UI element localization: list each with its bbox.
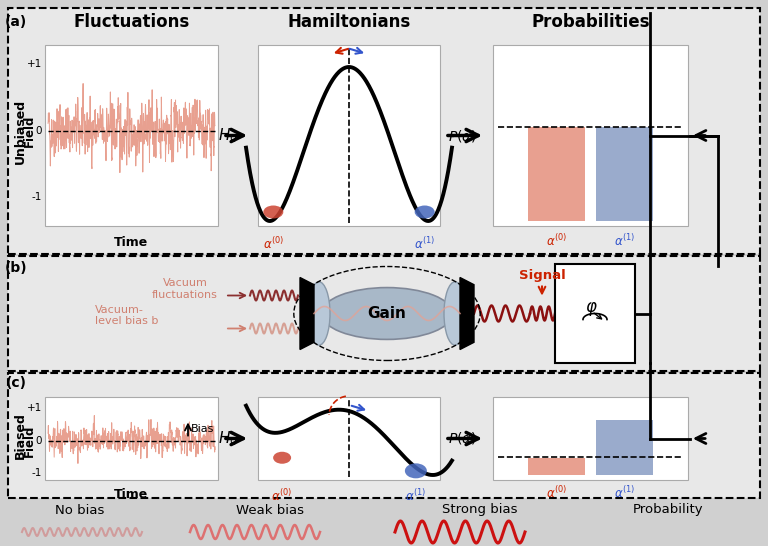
Text: Vacuum-
level bias b: Vacuum- level bias b: [95, 305, 158, 327]
Bar: [528, 127, 584, 221]
Text: Vacuum
fluctuations: Vacuum fluctuations: [152, 278, 218, 300]
Text: Probabilities: Probabilities: [531, 13, 650, 31]
Polygon shape: [460, 277, 474, 349]
Ellipse shape: [273, 452, 291, 464]
Bar: [528, 458, 584, 475]
Bar: [555, 264, 635, 363]
Text: -1: -1: [31, 192, 42, 202]
Text: No bias: No bias: [55, 503, 104, 517]
Bar: [45, 397, 218, 480]
Text: $\alpha^{(0)}$: $\alpha^{(0)}$: [546, 485, 567, 501]
Ellipse shape: [321, 288, 452, 340]
Text: $\alpha^{(0)}$: $\alpha^{(0)}$: [546, 233, 567, 249]
Text: Gain: Gain: [368, 306, 406, 321]
Bar: [45, 45, 218, 226]
Text: Biased: Biased: [14, 412, 27, 459]
Text: Field: Field: [22, 424, 35, 456]
Text: +1: +1: [27, 403, 42, 413]
Text: $\alpha^{(1)}$: $\alpha^{(1)}$: [614, 233, 635, 249]
Ellipse shape: [444, 282, 466, 345]
Bar: [493, 397, 688, 480]
Text: Probability: Probability: [633, 503, 703, 517]
Text: $H_0$: $H_0$: [218, 126, 238, 145]
Bar: [596, 127, 653, 221]
Polygon shape: [300, 277, 314, 349]
Text: $\alpha^{(1)}$: $\alpha^{(1)}$: [406, 488, 426, 504]
Text: Unbiased: Unbiased: [14, 98, 27, 164]
Bar: [596, 419, 653, 475]
Text: Field: Field: [22, 114, 35, 147]
Text: Weak bias: Weak bias: [236, 503, 304, 517]
Text: Strong bias: Strong bias: [442, 503, 518, 517]
Text: Time: Time: [114, 236, 149, 249]
Text: $H_0$: $H_0$: [218, 429, 238, 448]
Text: $\alpha^{(1)}$: $\alpha^{(1)}$: [614, 485, 635, 501]
Bar: [8, 373, 760, 498]
Text: Bias: Bias: [191, 424, 214, 434]
Ellipse shape: [263, 205, 283, 218]
Bar: [258, 397, 440, 480]
Text: Fluctuations: Fluctuations: [74, 13, 190, 31]
Text: 0: 0: [35, 436, 42, 446]
Text: Signal: Signal: [518, 269, 565, 282]
Bar: [8, 8, 760, 254]
Ellipse shape: [415, 205, 435, 218]
Bar: [493, 45, 688, 226]
Text: $\alpha^{(0)}$: $\alpha^{(0)}$: [263, 236, 284, 252]
Text: -1: -1: [31, 467, 42, 478]
Ellipse shape: [405, 464, 427, 478]
Text: Time: Time: [114, 488, 149, 501]
Ellipse shape: [308, 282, 330, 345]
Text: $P(\alpha)$: $P(\alpha)$: [449, 430, 478, 447]
Bar: [8, 256, 760, 371]
Text: $\alpha^{(1)}$: $\alpha^{(1)}$: [414, 236, 435, 252]
Text: $P(\alpha)$: $P(\alpha)$: [449, 128, 478, 144]
Bar: [258, 45, 440, 226]
Text: $\alpha^{(0)}$: $\alpha^{(0)}$: [271, 488, 293, 504]
Text: $\varphi$: $\varphi$: [584, 300, 598, 318]
Text: 0: 0: [35, 126, 42, 135]
Text: (a): (a): [5, 15, 27, 29]
Text: +1: +1: [27, 59, 42, 69]
Text: (c): (c): [5, 376, 27, 390]
Text: Hamiltonians: Hamiltonians: [287, 13, 411, 31]
Text: (b): (b): [5, 261, 28, 275]
